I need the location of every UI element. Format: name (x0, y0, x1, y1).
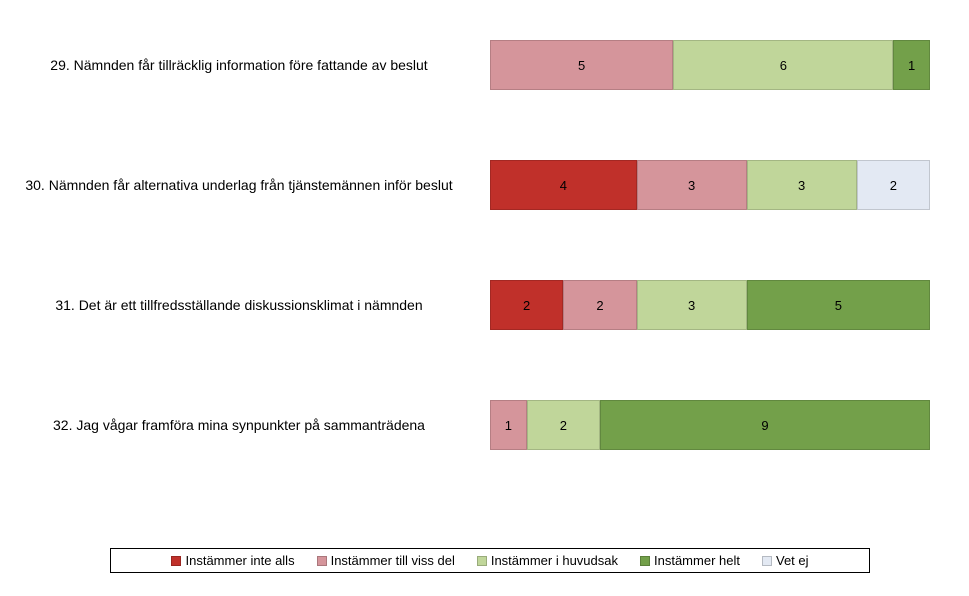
bar-segment: 9 (600, 400, 930, 450)
bar-segment: 2 (857, 160, 930, 210)
chart-row: 30. Nämnden får alternativa underlag frå… (0, 160, 969, 210)
row-label: 31. Det är ett tillfredsställande diskus… (0, 296, 490, 314)
bar-track-32: 129 (490, 400, 930, 450)
bar-track-30: 4332 (490, 160, 930, 210)
legend-item: Instämmer inte alls (171, 553, 294, 568)
bar-segment: 3 (637, 160, 747, 210)
bar-segment: 3 (637, 280, 747, 330)
bar-track-31: 2235 (490, 280, 930, 330)
bar-segment: 2 (563, 280, 636, 330)
legend-swatch-viss-del (317, 556, 327, 566)
bar-segment: 1 (893, 40, 930, 90)
legend-label: Instämmer inte alls (185, 553, 294, 568)
legend-swatch-vet-ej (762, 556, 772, 566)
legend-label: Instämmer i huvudsak (491, 553, 618, 568)
legend-item: Instämmer helt (640, 553, 740, 568)
bar-segment: 4 (490, 160, 637, 210)
row-label: 29. Nämnden får tillräcklig information … (0, 56, 490, 74)
legend-label: Instämmer till viss del (331, 553, 455, 568)
legend-label: Vet ej (776, 553, 809, 568)
legend-swatch-inte-alls (171, 556, 181, 566)
bar-segment: 5 (490, 40, 673, 90)
bar-segment: 2 (527, 400, 600, 450)
chart-area: 29. Nämnden får tillräcklig information … (0, 40, 969, 520)
bar-segment: 1 (490, 400, 527, 450)
legend: Instämmer inte alls Instämmer till viss … (110, 548, 870, 573)
legend-item: Instämmer i huvudsak (477, 553, 618, 568)
legend-label: Instämmer helt (654, 553, 740, 568)
row-label: 30. Nämnden får alternativa underlag frå… (0, 176, 490, 194)
row-label: 32. Jag vågar framföra mina synpunkter p… (0, 416, 490, 434)
chart-row: 31. Det är ett tillfredsställande diskus… (0, 280, 969, 330)
legend-item: Instämmer till viss del (317, 553, 455, 568)
bar-segment: 6 (673, 40, 893, 90)
bar-segment: 5 (747, 280, 930, 330)
chart-row: 29. Nämnden får tillräcklig information … (0, 40, 969, 90)
bar-segment: 2 (490, 280, 563, 330)
bar-track-29: 561 (490, 40, 930, 90)
legend-swatch-helt (640, 556, 650, 566)
legend-swatch-huvudsak (477, 556, 487, 566)
chart-row: 32. Jag vågar framföra mina synpunkter p… (0, 400, 969, 450)
bar-segment: 3 (747, 160, 857, 210)
legend-item: Vet ej (762, 553, 809, 568)
